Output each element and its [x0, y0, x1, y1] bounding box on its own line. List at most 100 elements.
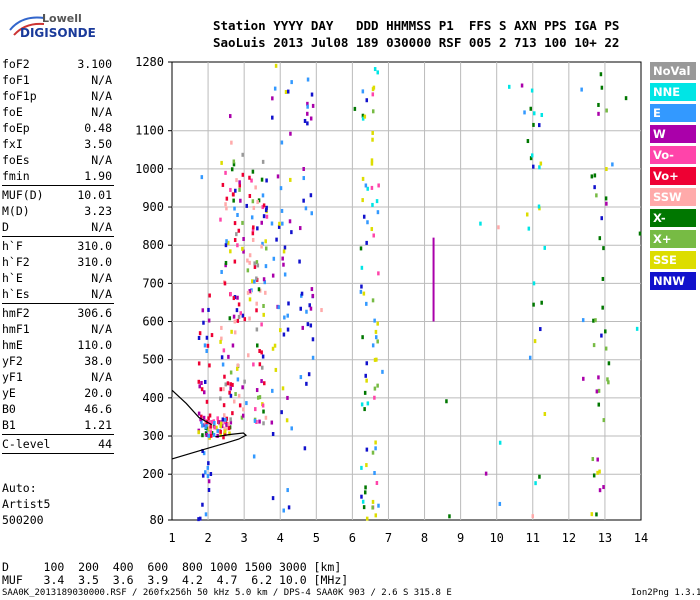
- echo-point: [525, 212, 529, 217]
- echo-point: [374, 335, 378, 340]
- echo-point: [366, 186, 369, 191]
- echo-point: [200, 414, 203, 419]
- echo-point: [228, 431, 231, 436]
- echo-point: [231, 192, 235, 197]
- echo-point: [223, 420, 226, 425]
- echo-point: [254, 185, 257, 190]
- echo-point: [236, 318, 240, 323]
- echo-point: [274, 367, 278, 372]
- echo-point: [255, 419, 258, 424]
- param-row: foEp 0.48: [2, 120, 112, 136]
- echo-point: [596, 470, 599, 475]
- echo-point: [593, 185, 596, 190]
- param-row: fmin 1.90: [2, 168, 112, 184]
- param-row: D N/A: [2, 219, 112, 235]
- echo-point: [606, 377, 609, 382]
- echo-point: [197, 430, 200, 435]
- echo-point: [275, 237, 278, 242]
- echo-point: [242, 249, 245, 254]
- echo-point: [222, 387, 225, 392]
- echo-point: [213, 421, 216, 426]
- echo-point: [543, 412, 547, 417]
- param-label: foE: [2, 105, 23, 119]
- echo-point: [375, 199, 379, 204]
- echo-point: [204, 425, 207, 430]
- echo-point: [229, 187, 232, 192]
- tick-layer: 1 2 3 4 5 6 7 8 9 10 11 12 13 14802003004005006007008…: [135, 55, 648, 545]
- echo-point: [261, 365, 264, 370]
- logo-arc-2: [13, 22, 45, 36]
- echo-point: [479, 221, 482, 226]
- echo-point: [306, 104, 309, 109]
- echo-point: [219, 421, 223, 426]
- echo-point: [301, 325, 304, 330]
- echo-point: [232, 399, 236, 404]
- echo-point: [607, 380, 610, 385]
- echo-point: [248, 253, 252, 258]
- echo-point: [498, 440, 502, 445]
- echo-point: [598, 236, 602, 241]
- echo-point: [205, 399, 209, 404]
- echo-point: [246, 290, 250, 295]
- echo-point: [260, 322, 263, 327]
- echo-point: [523, 110, 526, 115]
- echo-point: [498, 501, 502, 506]
- grid-layer: [172, 62, 641, 520]
- echo-point: [602, 418, 606, 423]
- echo-point: [220, 160, 223, 165]
- echo-point: [363, 114, 367, 119]
- echo-point: [635, 326, 639, 331]
- echo-point: [311, 293, 315, 298]
- echo-point: [271, 115, 274, 120]
- echo-point: [220, 423, 224, 428]
- echo-point: [252, 454, 256, 459]
- echo-point: [363, 490, 367, 495]
- echo-point: [255, 388, 259, 393]
- echo-point: [241, 246, 244, 251]
- echo-point: [236, 363, 240, 368]
- echo-point: [248, 316, 251, 321]
- echo-point: [239, 311, 243, 316]
- echo-point: [262, 421, 265, 426]
- echo-point: [532, 302, 535, 307]
- echo-point: [363, 407, 366, 412]
- echo-point: [605, 108, 608, 113]
- param-group-confidence: C-level 44: [2, 436, 112, 452]
- echo-point: [224, 260, 228, 265]
- legend-item: SSW: [650, 188, 696, 206]
- echo-point: [272, 256, 276, 261]
- echo-point: [220, 269, 223, 274]
- echo-point: [264, 264, 268, 269]
- echo-point: [229, 420, 233, 425]
- y-tick-label: 400: [142, 391, 164, 405]
- echo-point: [277, 305, 280, 310]
- echo-point: [224, 243, 228, 248]
- x-tick-label: 2: [204, 531, 211, 545]
- echo-point: [209, 430, 212, 435]
- echo-point: [233, 319, 237, 324]
- echo-point: [371, 450, 375, 455]
- echo-point: [246, 268, 250, 273]
- echo-point: [526, 139, 530, 144]
- legend-item: Vo+: [650, 167, 696, 185]
- echo-point: [265, 214, 269, 219]
- echo-point: [540, 300, 543, 305]
- echo-point: [251, 231, 255, 236]
- echo-point: [305, 381, 308, 386]
- divider: [2, 236, 114, 237]
- echo-point: [220, 336, 223, 341]
- echo-point: [235, 366, 239, 371]
- echo-point: [299, 306, 302, 311]
- echo-point: [228, 316, 232, 321]
- param-label: MUF(D): [2, 188, 44, 202]
- echo-point: [235, 178, 238, 183]
- echo-point: [270, 221, 274, 226]
- param-row: hmE 110.0: [2, 337, 112, 353]
- echo-point: [262, 303, 265, 308]
- echo-point: [370, 185, 374, 190]
- echo-point: [580, 87, 583, 92]
- echo-point: [286, 89, 290, 94]
- param-label: B1: [2, 418, 16, 432]
- echo-point: [255, 260, 259, 265]
